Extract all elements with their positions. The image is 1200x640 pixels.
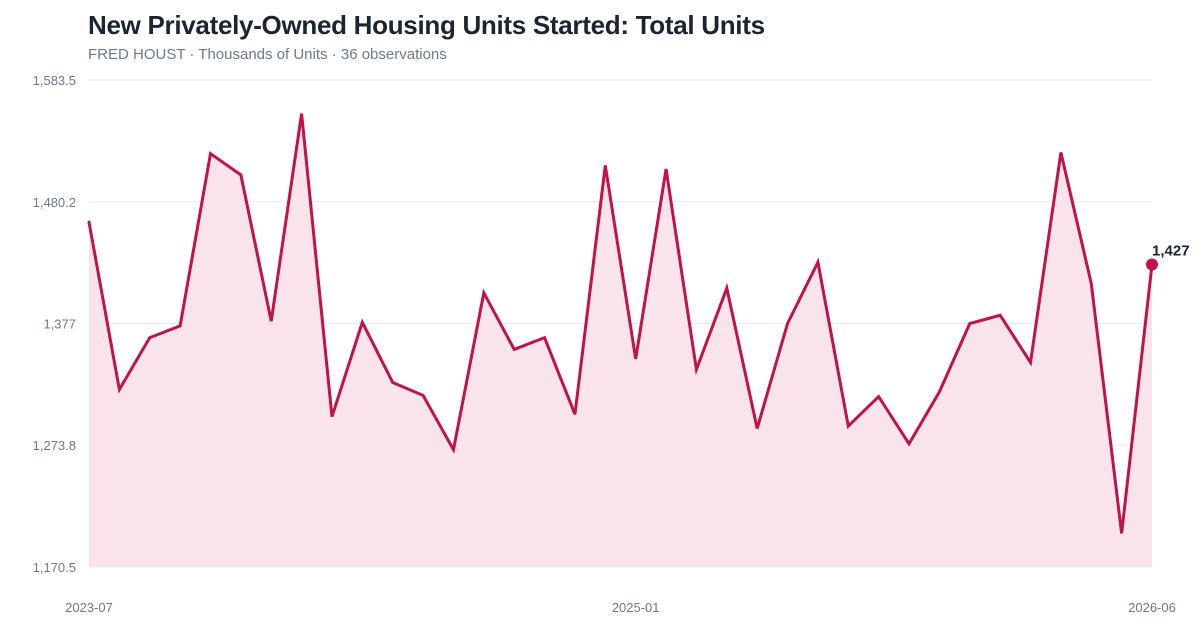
area-fill	[89, 113, 1152, 568]
data-point	[116, 387, 122, 393]
data-point	[754, 425, 760, 431]
data-point	[329, 414, 335, 420]
data-point	[359, 319, 365, 325]
data-point	[663, 166, 669, 172]
chart-title: New Privately-Owned Housing Units Starte…	[88, 10, 765, 40]
series-line	[87, 113, 1154, 534]
chart-subtitle: FRED HOUST · Thousands of Units · 36 obs…	[88, 46, 447, 63]
data-point	[815, 259, 821, 265]
y-tick-label: 1,480.2	[33, 195, 76, 210]
data-point	[785, 321, 791, 327]
data-point	[511, 346, 517, 352]
data-point	[602, 162, 608, 168]
data-point	[1028, 359, 1034, 365]
x-axis-tick-labels: 2023-07 2025-01 2026-06	[65, 600, 1176, 615]
data-point	[845, 423, 851, 429]
x-tick-label: 2026-06	[1128, 600, 1176, 615]
data-point	[693, 366, 699, 372]
data-point	[876, 394, 882, 400]
data-point	[238, 172, 244, 178]
y-tick-label: 1,583.5	[33, 73, 76, 88]
data-point	[1119, 530, 1125, 536]
x-tick-label: 2025-01	[612, 600, 660, 615]
data-point	[967, 321, 973, 327]
data-point	[420, 392, 426, 398]
data-point	[481, 290, 487, 296]
data-point	[1058, 150, 1064, 156]
data-point	[147, 335, 153, 341]
data-point	[633, 356, 639, 362]
data-point	[724, 285, 730, 291]
data-point	[86, 219, 92, 225]
data-point	[390, 379, 396, 385]
y-tick-label: 1,170.5	[33, 560, 76, 575]
x-tick-label: 2023-07	[65, 600, 113, 615]
data-point	[1088, 280, 1094, 286]
data-point	[268, 318, 274, 324]
data-point	[177, 323, 183, 329]
data-point	[207, 151, 213, 157]
data-point	[450, 447, 456, 453]
last-point-marker[interactable]	[1146, 258, 1158, 271]
data-point	[936, 389, 942, 395]
y-axis-tick-labels: 1,583.5 1,480.2 1,377 1,273.8 1,170.5	[33, 73, 76, 575]
data-point	[299, 111, 305, 117]
data-point	[572, 411, 578, 417]
data-point	[997, 312, 1003, 318]
y-tick-label: 1,273.8	[33, 438, 76, 453]
data-point	[906, 441, 912, 447]
y-tick-label: 1,377	[43, 317, 76, 332]
data-point	[542, 335, 548, 341]
last-value-label: 1,427	[1152, 243, 1190, 260]
